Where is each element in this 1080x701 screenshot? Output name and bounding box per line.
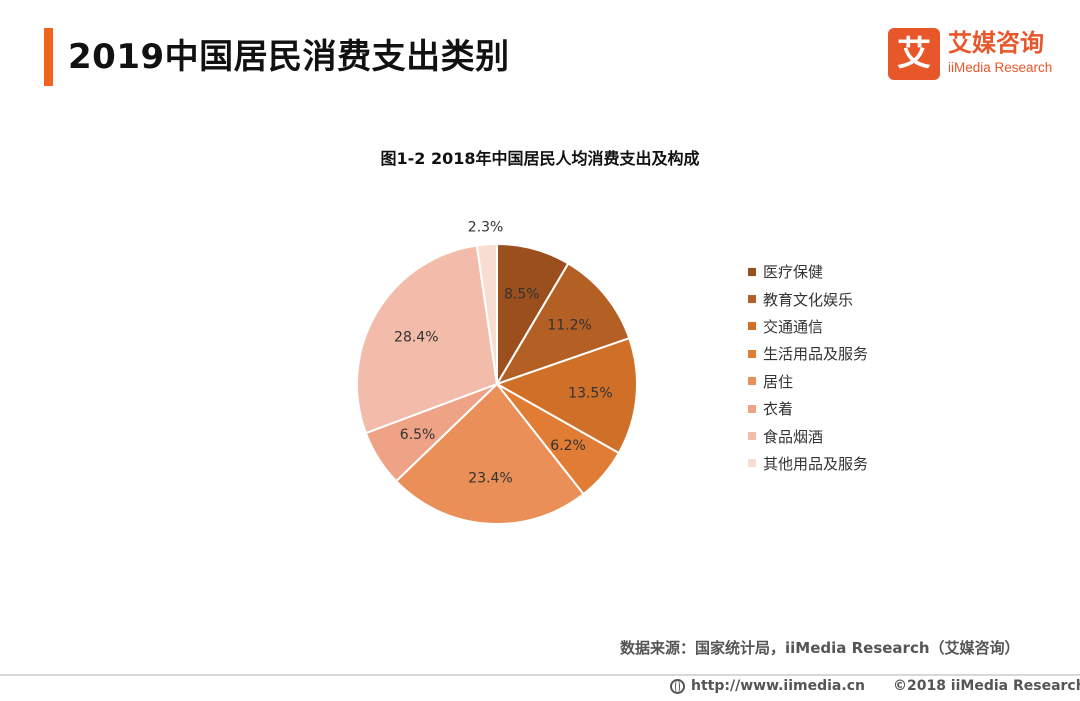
pie-label-1: 8.5% <box>504 287 540 303</box>
legend-label: 衣着 <box>763 400 794 419</box>
pie-slice-7 <box>356 244 499 435</box>
legend-label: 教育文化娱乐 <box>763 290 854 309</box>
title-accent-bar <box>44 28 53 86</box>
logo-mark: 艾 <box>888 28 940 80</box>
legend-label: 生活用品及服务 <box>763 345 869 364</box>
legend-label: 其他用品及服务 <box>763 454 869 473</box>
legend-label: 交通通信 <box>763 317 824 336</box>
pie-label-6: 6.5% <box>400 427 436 443</box>
pie-label-7: 28.4% <box>394 329 438 345</box>
legend-label: 食品烟酒 <box>763 427 824 446</box>
legend-item: 其他用品及服务 <box>748 450 868 477</box>
legend-item: 居住 <box>748 368 868 395</box>
logo-english-name: iiMedia Research <box>948 60 1053 75</box>
footer-url[interactable]: http://www.iimedia.cn <box>691 678 865 694</box>
pie-slice-3 <box>494 336 638 455</box>
legend-swatch <box>748 322 756 331</box>
footer-divider <box>0 674 1080 676</box>
legend-swatch <box>748 295 756 304</box>
legend-swatch <box>748 432 756 441</box>
pie-slice-5 <box>394 382 585 525</box>
legend-item: 衣着 <box>748 395 868 422</box>
legend-label: 居住 <box>763 372 794 391</box>
pie-label-4: 6.2% <box>550 438 586 454</box>
legend-item: 医疗保健 <box>748 258 868 285</box>
legend-swatch <box>748 267 756 276</box>
brand-logo: 艾 艾媒咨询 iiMedia Research <box>888 28 1068 84</box>
pie-label-8: 2.3% <box>468 219 504 235</box>
legend-swatch <box>748 404 756 413</box>
pie-label-5: 23.4% <box>468 471 512 487</box>
pie-slice-2 <box>494 262 631 386</box>
legend-swatch <box>748 349 756 358</box>
legend-item: 教育文化娱乐 <box>748 285 868 312</box>
data-source: 数据来源：国家统计局，iiMedia Research（艾媒咨询） <box>620 639 1020 657</box>
legend-label: 医疗保健 <box>763 263 824 282</box>
logo-chinese-name: 艾媒咨询 <box>948 29 1044 57</box>
chart-title: 图1-2 2018年中国居民人均消费支出及构成 <box>380 149 700 168</box>
legend-swatch <box>748 459 756 468</box>
pie-slice-8 <box>475 242 498 385</box>
pie-label-2: 11.2% <box>547 318 591 334</box>
legend-item: 交通通信 <box>748 313 868 340</box>
pie-label-3: 13.5% <box>568 386 612 402</box>
legend-item: 生活用品及服务 <box>748 340 868 367</box>
page-title: 2019中国居民消费支出类别 <box>68 37 510 77</box>
globe-icon <box>670 678 685 694</box>
legend-item: 食品烟酒 <box>748 422 868 449</box>
chart-legend: 医疗保健教育文化娱乐 交通通信生活用品及服务 居住衣着食品烟酒其他用品及服务 <box>748 258 868 477</box>
footer: http://www.iimedia.cn ©2018 iiMedia Rese… <box>670 678 1080 694</box>
footer-copyright: ©2018 iiMedia Research Inc <box>892 678 1080 694</box>
legend-swatch <box>748 377 756 386</box>
